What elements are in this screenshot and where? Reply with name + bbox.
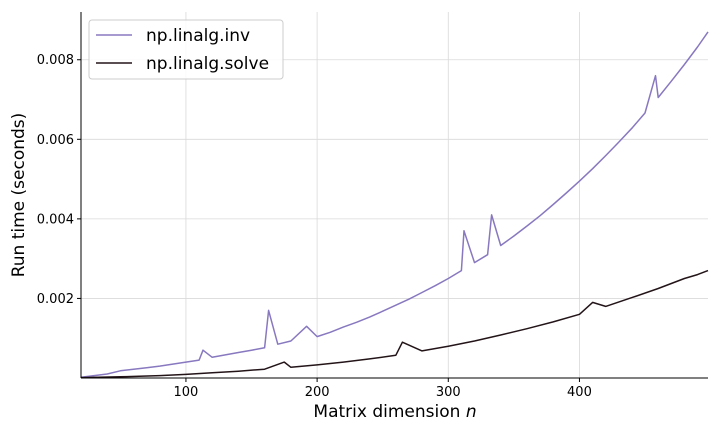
legend-label-solve: np.linalg.solve <box>146 54 269 74</box>
legend-frame <box>88 19 284 80</box>
y-tick-label: 0.002 <box>37 292 74 307</box>
x-tick-label: 300 <box>436 385 461 400</box>
y-axis-title: Run time (seconds) <box>9 113 29 278</box>
x-axis-title: Matrix dimension n <box>313 402 476 422</box>
plot-lines <box>80 31 709 379</box>
y-tick-label: 0.004 <box>37 212 74 227</box>
series-line-solve <box>80 269 709 379</box>
legend: np.linalg.inv np.linalg.solve <box>88 19 284 80</box>
y-tick-label: 0.008 <box>37 53 74 68</box>
axis-ticks: 100 200 300 400 0.002 0.004 0.006 0.008 <box>37 53 592 400</box>
y-tick-label: 0.006 <box>37 133 74 148</box>
series-line-inv <box>80 31 709 378</box>
legend-label-inv: np.linalg.inv <box>146 26 250 46</box>
x-tick-label: 100 <box>174 385 199 400</box>
x-tick-label: 200 <box>305 385 330 400</box>
x-tick-label: 400 <box>567 385 592 400</box>
